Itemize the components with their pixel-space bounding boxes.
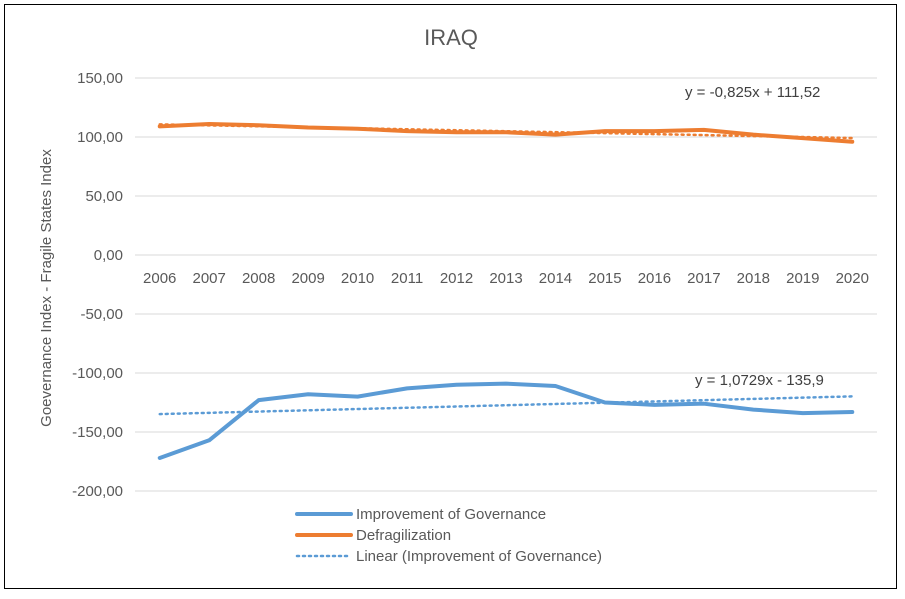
trendlines (158, 123, 854, 416)
x-tick-label: 2013 (489, 270, 522, 287)
trendline-improvement-of-governance (158, 395, 854, 416)
x-tick-label: 2019 (786, 270, 819, 287)
y-tick-label: 50,00 (85, 188, 123, 205)
legend-entry: Improvement of Governance (356, 506, 546, 523)
x-tick-label: 2008 (242, 270, 275, 287)
x-tick-label: 2006 (143, 270, 176, 287)
y-tick-label: 150,00 (77, 70, 123, 87)
x-tick-label: 2016 (638, 270, 671, 287)
y-tick-label: -100,00 (72, 365, 123, 382)
series-line-improvement-of-governance (157, 381, 855, 460)
x-tick-label: 2014 (539, 270, 572, 287)
legend-entry: Defragilization (356, 527, 451, 544)
x-tick-label: 2015 (588, 270, 621, 287)
y-tick-label: 100,00 (77, 129, 123, 146)
trendline-equation-defragilization: y = -0,825x + 111,52 (685, 84, 820, 101)
x-tick-label: 2009 (291, 270, 324, 287)
x-tick-labels: 2006 2007 2008 2009 2010 2011 2012 2013 2014 2015… (143, 270, 869, 287)
x-tick-label: 2018 (737, 270, 770, 287)
x-tick-label: 2017 (687, 270, 720, 287)
y-tick-label: 0,00 (94, 247, 123, 264)
trendline-defragilization (158, 123, 854, 140)
y-tick-label: -50,00 (80, 306, 123, 323)
legend: Improvement of Governance Defragilization… (295, 506, 602, 565)
x-tick-label: 2011 (391, 270, 423, 287)
x-tick-label: 2010 (341, 270, 374, 287)
series-lines (157, 122, 855, 460)
x-tick-label: 2020 (836, 270, 869, 287)
x-tick-label: 2012 (440, 270, 473, 287)
chart-title: IRAQ (424, 25, 478, 50)
y-tick-labels: 150,00 100,00 50,00 0,00 -50,00 -100,00 -150,0… (72, 70, 123, 500)
y-tick-label: -150,00 (72, 424, 123, 441)
chart: IRAQ 150,00 100,00 50,00 0,00 -50,00 -100,00 -… (38, 25, 877, 565)
y-axis-title: Goevernance Index - Fragile States Index (38, 149, 55, 427)
gridlines (135, 77, 877, 492)
legend-entry: Linear (Improvement of Governance) (356, 548, 602, 565)
trendline-equation-governance: y = 1,0729x - 135,9 (695, 372, 824, 389)
y-tick-label: -200,00 (72, 483, 123, 500)
x-tick-label: 2007 (193, 270, 226, 287)
chart-frame: IRAQ 150,00 100,00 50,00 0,00 -50,00 -100,00 -… (4, 4, 897, 589)
